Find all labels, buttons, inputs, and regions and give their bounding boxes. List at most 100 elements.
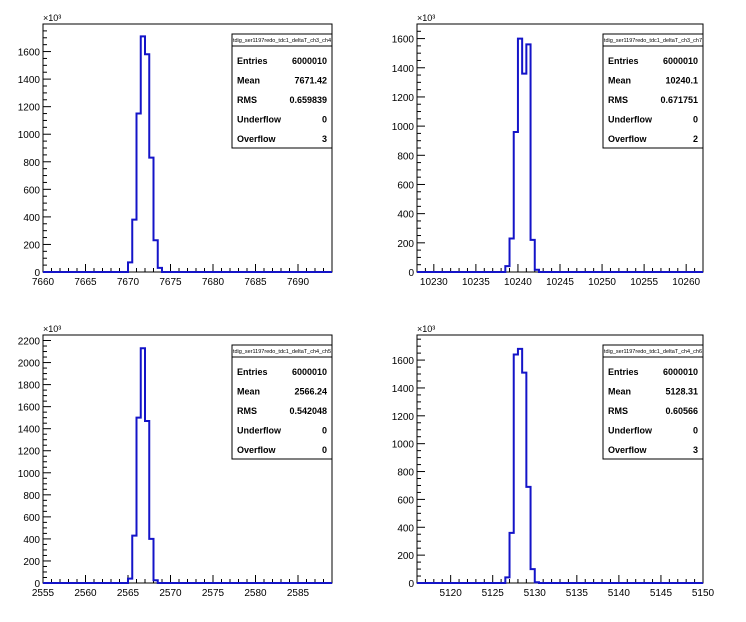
stats-label: Overflow — [608, 134, 648, 144]
stats-box: tdig_ser1197redo_tdc1_deltaT_ch3_ch7 Entr… — [602, 33, 704, 149]
stats-value: 6000010 — [292, 367, 327, 377]
y-tick-label: 400 — [397, 523, 414, 534]
stats-box-title: tdig_ser1197redo_tdc1_deltaT_ch4_ch6 — [604, 349, 702, 355]
y-tick-label: 1200 — [18, 103, 41, 114]
y-tick-label: 1000 — [392, 440, 415, 451]
x-tick-label: 5145 — [650, 588, 673, 599]
y-tick-label: 1600 — [18, 48, 41, 59]
x-tick-label: 2580 — [244, 588, 267, 599]
y-tick-label: 800 — [397, 468, 414, 479]
y-exponent-label: ×10³ — [43, 324, 61, 334]
y-tick-label: 0 — [34, 579, 40, 590]
x-tick-label: 7665 — [74, 277, 97, 288]
histogram-series — [43, 347, 332, 584]
stats-box-frame — [231, 33, 333, 149]
y-tick-label: 200 — [23, 557, 40, 568]
stats-box: tdig_ser1197redo_tdc1_deltaT_ch3_ch4 Entr… — [231, 33, 333, 149]
x-tick-label: 5140 — [608, 588, 631, 599]
y-tick-label: 1400 — [18, 75, 41, 86]
y-tick-label: 800 — [23, 491, 40, 502]
y-tick-label: 0 — [408, 579, 414, 590]
y-tick-label: 0 — [408, 268, 414, 279]
stats-label: Mean — [237, 76, 260, 86]
x-tick-label: 7660 — [32, 277, 55, 288]
stats-label: RMS — [237, 95, 257, 105]
stats-value: 3 — [693, 445, 698, 455]
stats-box-title: tdig_ser1197redo_tdc1_deltaT_ch3_ch7 — [604, 38, 702, 44]
stats-box-frame — [602, 344, 704, 460]
stats-box-frame — [231, 344, 333, 460]
y-tick-label: 600 — [397, 495, 414, 506]
x-tick-label: 2570 — [159, 588, 182, 599]
stats-label: Overflow — [237, 134, 277, 144]
x-tick-label: 7675 — [159, 277, 182, 288]
x-tick-label: 10255 — [630, 277, 658, 288]
y-tick-label: 200 — [23, 240, 40, 251]
y-tick-label: 2200 — [18, 337, 41, 348]
y-tick-label: 1000 — [18, 469, 41, 480]
histogram-panel: 10230 10235 10240 10245 10250 10255 10260 0 200 4… — [392, 13, 704, 288]
histogram-series — [417, 37, 703, 273]
x-tick-label: 2555 — [32, 588, 55, 599]
stats-box: tdig_ser1197redo_tdc1_deltaT_ch4_ch6 Entr… — [602, 344, 704, 460]
stats-value: 5128.31 — [665, 387, 698, 397]
y-tick-label: 600 — [23, 513, 40, 524]
stats-value: 6000010 — [663, 367, 698, 377]
stats-label: Underflow — [608, 426, 653, 436]
y-tick-label: 1000 — [392, 122, 415, 133]
stats-label: Overflow — [608, 445, 648, 455]
stats-box-frame — [602, 33, 704, 149]
x-tick-label: 7680 — [202, 277, 225, 288]
stats-label: Entries — [237, 367, 268, 377]
stats-value: 3 — [322, 134, 327, 144]
x-tick-label: 10260 — [672, 277, 700, 288]
y-exponent-label: ×10³ — [417, 324, 435, 334]
y-exponent-label: ×10³ — [43, 13, 61, 23]
y-tick-label: 1600 — [392, 356, 415, 367]
stats-value: 0.60566 — [665, 406, 698, 416]
stats-label: Entries — [608, 367, 639, 377]
x-tick-label: 7685 — [244, 277, 267, 288]
y-tick-label: 1400 — [18, 425, 41, 436]
stats-value: 0.671751 — [660, 95, 698, 105]
stats-label: RMS — [608, 95, 628, 105]
x-tick-label: 2575 — [202, 588, 225, 599]
y-tick-label: 400 — [23, 535, 40, 546]
stats-label: Underflow — [237, 426, 282, 436]
stats-value: 0.542048 — [289, 406, 327, 416]
y-tick-label: 1600 — [18, 403, 41, 414]
y-tick-label: 1000 — [18, 130, 41, 141]
y-tick-label: 0 — [34, 268, 40, 279]
x-tick-label: 10235 — [462, 277, 490, 288]
y-tick-label: 1400 — [392, 64, 415, 75]
stats-label: Entries — [237, 56, 268, 66]
histogram-panel: 5120 5125 5130 5135 5140 5145 5150 0 200 400 600 80… — [392, 324, 715, 599]
y-tick-label: 1200 — [18, 447, 41, 458]
stats-value: 0.659839 — [289, 95, 327, 105]
y-tick-label: 600 — [23, 185, 40, 196]
y-tick-label: 2000 — [18, 359, 41, 370]
x-tick-label: 10240 — [504, 277, 532, 288]
y-tick-label: 1400 — [392, 384, 415, 395]
stats-label: Underflow — [608, 115, 653, 125]
stats-value: 0 — [693, 426, 698, 436]
x-tick-label: 5135 — [566, 588, 589, 599]
stats-value: 2 — [693, 134, 698, 144]
stats-label: Underflow — [237, 115, 282, 125]
y-tick-label: 600 — [397, 180, 414, 191]
x-tick-label: 5125 — [482, 588, 505, 599]
y-exponent-label: ×10³ — [417, 13, 435, 23]
x-tick-label: 10250 — [588, 277, 616, 288]
x-tick-label: 10230 — [420, 277, 448, 288]
stats-value: 6000010 — [663, 56, 698, 66]
x-tick-label: 5120 — [440, 588, 463, 599]
y-tick-label: 1800 — [18, 381, 41, 392]
x-tick-label: 10245 — [546, 277, 574, 288]
x-tick-label: 7670 — [117, 277, 140, 288]
stats-value: 0 — [322, 115, 327, 125]
stats-value: 7671.42 — [294, 76, 327, 86]
stats-value: 6000010 — [292, 56, 327, 66]
stats-box: tdig_ser1197redo_tdc1_deltaT_ch4_ch5 Entr… — [231, 344, 333, 460]
stats-label: Mean — [237, 387, 260, 397]
histogram-panel: 7660 7665 7670 7675 7680 7685 7690 0 200 400 600 80… — [18, 13, 333, 288]
